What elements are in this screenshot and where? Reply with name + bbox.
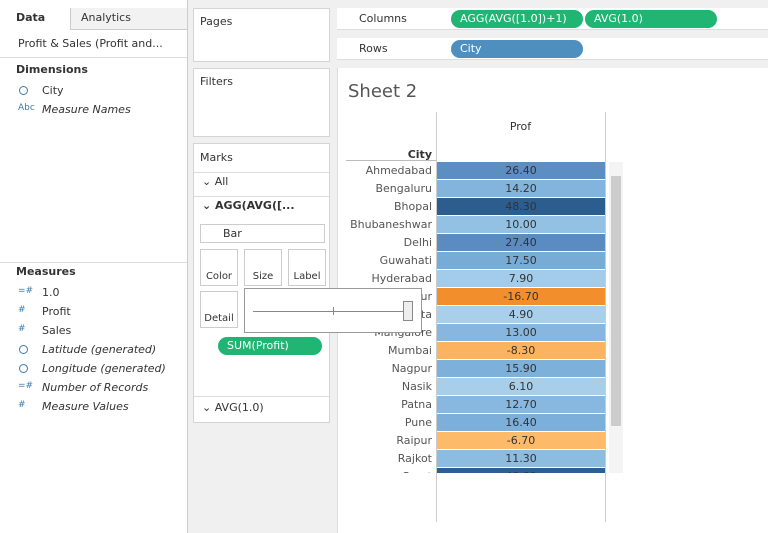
cell: 14.20 <box>437 180 605 197</box>
field[interactable]: Measure Values <box>42 400 129 413</box>
field[interactable]: City <box>42 84 64 97</box>
shelf-label: Rows <box>359 42 388 55</box>
field[interactable]: Number of Records <box>42 381 149 394</box>
row-label: Bengaluru <box>375 182 432 195</box>
shelf-pill[interactable]: City <box>451 40 583 58</box>
field[interactable]: Sales <box>42 324 72 337</box>
field[interactable]: Latitude (generated) <box>42 343 157 356</box>
shelf-pill[interactable]: AGG(AVG([1.0])+1) <box>451 10 583 28</box>
layer-label: All <box>214 175 229 188</box>
field-icon: # <box>18 400 26 410</box>
field[interactable]: Longitude (generated) <box>42 362 166 375</box>
row-label: Hyderabad <box>371 272 433 285</box>
filters-card: Filters <box>193 68 330 137</box>
field-icon: =# <box>18 286 34 296</box>
slider-handle[interactable] <box>403 301 413 321</box>
cell: 6.10 <box>437 378 605 395</box>
globe-icon <box>19 364 28 373</box>
row-label: Guwahati <box>379 254 432 267</box>
layer[interactable]: ⌄ All <box>202 175 229 188</box>
shelf-pill[interactable]: AVG(1.0) <box>585 10 717 28</box>
cell: 48.30 <box>437 198 605 215</box>
row-label: Nagpur <box>391 362 432 375</box>
card-title: Pages <box>200 15 233 28</box>
cell: 27.40 <box>437 234 605 251</box>
mark-button[interactable]: Label <box>288 249 326 286</box>
field-icon: # <box>18 324 26 334</box>
card-title: Filters <box>200 75 233 88</box>
row-label: Delhi <box>403 236 432 249</box>
color-pill[interactable]: SUM(Profit) <box>218 337 322 355</box>
mark-button[interactable]: Color <box>200 249 238 286</box>
globe-icon <box>19 86 28 95</box>
row-label: Raipur <box>396 434 432 447</box>
cell: 17.50 <box>437 252 605 269</box>
cell: -6.70 <box>437 432 605 449</box>
layer[interactable]: ⌄ AGG(AVG([... <box>202 199 295 212</box>
cell: 16.40 <box>437 414 605 431</box>
marks-card: Marks ⌄ All ⌄ AGG(AVG([... Bar Color Size… <box>193 143 330 423</box>
mark-type-dropdown[interactable]: Bar <box>200 224 325 243</box>
column-header: Prof <box>509 120 532 133</box>
field-icon: Abc <box>18 103 35 113</box>
mark-button[interactable]: Detail <box>200 291 238 328</box>
section-title: Dimensions <box>16 63 88 76</box>
sheet-title: Sheet 2 <box>348 81 418 102</box>
row-header: City <box>407 148 432 161</box>
cell: 40.00 <box>437 468 605 473</box>
row-label: Bhopal <box>393 200 432 213</box>
cell: 4.90 <box>437 306 605 323</box>
cell: 15.90 <box>437 360 605 377</box>
cell: 12.70 <box>437 396 605 413</box>
cell: -16.70 <box>437 288 605 305</box>
cell: 7.90 <box>437 270 605 287</box>
row-label: Bhubaneshwar <box>350 218 432 231</box>
cell: 10.00 <box>437 216 605 233</box>
row-label: Ahmedabad <box>365 164 432 177</box>
row-label: Nasik <box>401 380 432 393</box>
cell: 13.00 <box>437 324 605 341</box>
field-icon: # <box>18 305 26 315</box>
card-title: Marks <box>200 151 233 164</box>
row-label: Mumbai <box>388 344 432 357</box>
cell: -8.30 <box>437 342 605 359</box>
cell: 26.40 <box>437 162 605 179</box>
section-title: Measures <box>16 265 76 278</box>
layer[interactable]: ⌄ AVG(1.0) <box>202 401 264 414</box>
tab[interactable]: Analytics <box>70 8 187 30</box>
data-pane: Data Analytics Profit & Sales (Profit an… <box>0 0 188 533</box>
layer-label: AGG(AVG([... <box>215 199 295 212</box>
field[interactable]: Measure Names <box>42 103 131 116</box>
row-label: Pune <box>404 416 432 429</box>
globe-icon <box>19 345 28 354</box>
tab[interactable]: Data <box>16 11 46 24</box>
mark-button[interactable]: Size <box>244 249 282 286</box>
pages-card: Pages <box>193 8 330 62</box>
shelf-label: Columns <box>359 12 407 25</box>
row-label: Rajkot <box>397 452 432 465</box>
datasource[interactable]: Profit & Sales (Profit and... <box>18 37 163 50</box>
row-label: Patna <box>401 398 432 411</box>
scroll-thumb[interactable] <box>611 176 621 426</box>
layer-label: AVG(1.0) <box>214 401 264 414</box>
field-icon: =# <box>18 381 34 391</box>
cell: 11.30 <box>437 450 605 467</box>
sheet: Sheet 2 Prof City Ahmedabad 26.40 Bengalur… <box>337 68 768 533</box>
size-slider-popup <box>244 288 422 333</box>
field[interactable]: 1.0 <box>42 286 60 299</box>
row-label: Surat <box>346 470 432 473</box>
scrollbar[interactable] <box>609 162 623 473</box>
field[interactable]: Profit <box>42 305 71 318</box>
